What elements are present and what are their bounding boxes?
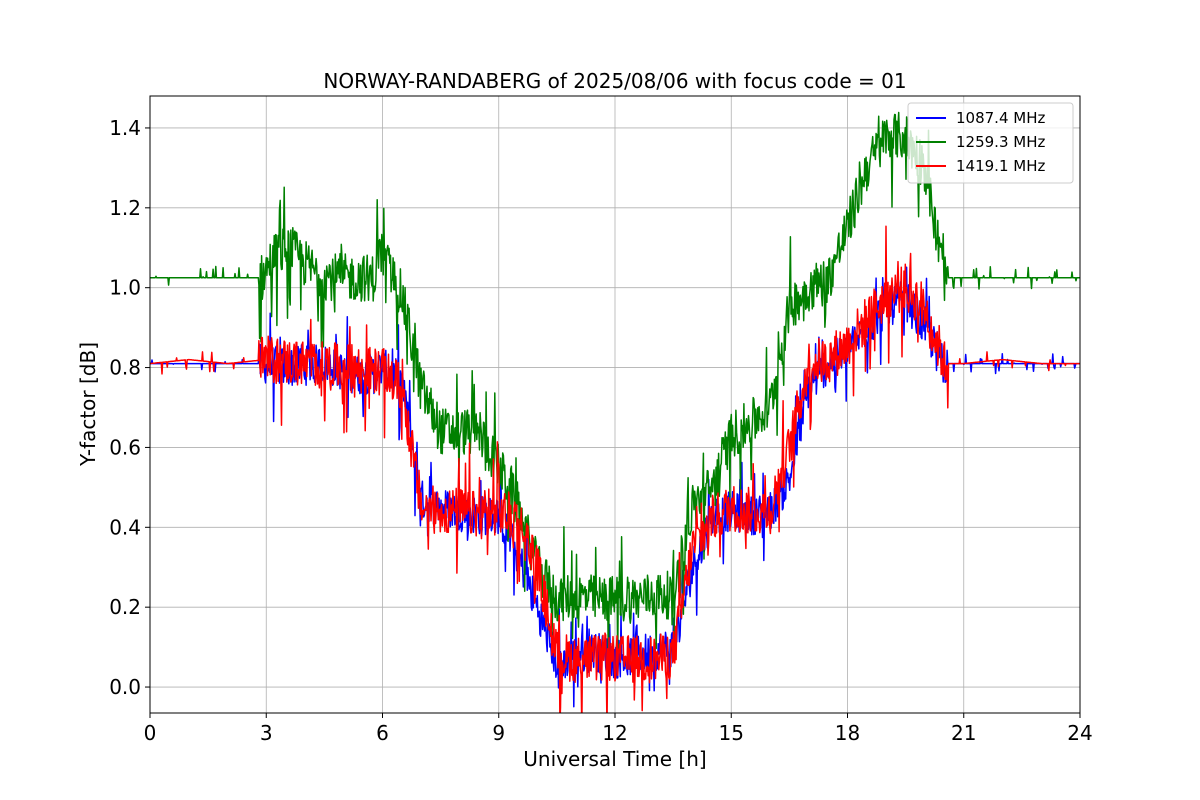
x-tick-label: 12	[602, 721, 627, 745]
x-tick-label: 24	[1067, 721, 1092, 745]
x-axis-label: Universal Time [h]	[523, 747, 706, 771]
x-tick-label: 0	[144, 721, 157, 745]
y-tick-label: 0.6	[109, 435, 141, 459]
legend-label: 1419.1 MHz	[956, 157, 1045, 175]
y-tick-label: 0.0	[109, 675, 141, 699]
y-tick-label: 1.2	[109, 196, 141, 220]
series-line-3	[150, 225, 1080, 713]
legend: 1087.4 MHz 1259.3 MHz 1419.1 MHz	[907, 102, 1074, 184]
legend-box	[907, 102, 1074, 184]
x-tick-label: 9	[492, 721, 505, 745]
legend-label: 1087.4 MHz	[956, 109, 1045, 127]
y-tick-label: 0.8	[109, 356, 141, 380]
x-tick-label: 21	[951, 721, 976, 745]
x-tick-label: 15	[719, 721, 744, 745]
chart-title: NORWAY-RANDABERG of 2025/08/06 with focu…	[323, 69, 906, 93]
x-axis-ticks: 0 3 6 9 12 15 18 21 24	[144, 713, 1093, 745]
y-tick-label: 1.4	[109, 116, 141, 140]
y-tick-label: 0.2	[109, 595, 141, 619]
x-tick-label: 6	[376, 721, 389, 745]
y-axis-ticks: 0.0 0.2 0.4 0.6 0.8 1.0 1.2 1.4	[109, 116, 150, 699]
y-tick-label: 1.0	[109, 276, 141, 300]
legend-label: 1259.3 MHz	[956, 133, 1045, 151]
y-tick-label: 0.4	[109, 515, 141, 539]
x-tick-label: 18	[835, 721, 860, 745]
y-axis-label: Y-factor [dB]	[76, 342, 100, 467]
x-tick-label: 3	[260, 721, 273, 745]
